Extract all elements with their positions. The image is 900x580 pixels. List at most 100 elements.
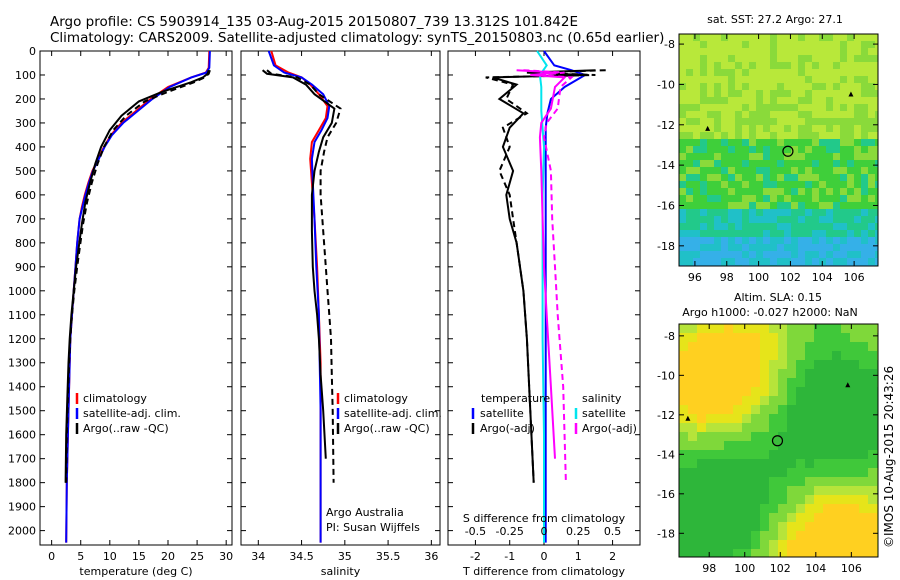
sst-map-cell bbox=[735, 188, 743, 196]
sst-map-cell bbox=[707, 230, 715, 238]
sst-map-cell bbox=[693, 223, 701, 231]
sst-map-cell bbox=[791, 69, 799, 77]
sla-map-cell bbox=[778, 549, 788, 558]
sla-map-cell bbox=[805, 369, 815, 379]
sst-map-cell bbox=[805, 62, 813, 70]
sst-map-cell bbox=[798, 181, 806, 189]
sst-map-cell bbox=[826, 104, 834, 112]
sla-map-cell bbox=[841, 486, 851, 496]
sst-map-cell bbox=[812, 195, 820, 203]
sst-map-cell bbox=[868, 195, 876, 203]
sst-map-cell bbox=[868, 237, 876, 245]
sst-map-cell bbox=[686, 69, 694, 77]
sla-map-cell bbox=[760, 396, 770, 406]
sst-map-cell bbox=[770, 62, 778, 70]
sla-map-cell bbox=[814, 387, 824, 397]
sst-map-cell bbox=[805, 146, 813, 154]
sst-map-cell bbox=[777, 216, 785, 224]
sst-map-cell bbox=[826, 251, 834, 259]
sla-map-cell bbox=[760, 342, 770, 352]
sst-map-cell bbox=[826, 132, 834, 140]
sla-map-cell bbox=[724, 414, 734, 424]
sla-map-cell bbox=[742, 486, 752, 496]
sst-map-cell bbox=[728, 258, 736, 266]
diff-salinity-series-line bbox=[516, 69, 567, 459]
diff-legend-label: satellite bbox=[480, 407, 524, 420]
sla-map-cell bbox=[841, 387, 851, 397]
sla-map-cell bbox=[787, 378, 797, 388]
sst-map-cell bbox=[819, 125, 827, 133]
sla-map-cell bbox=[679, 351, 689, 361]
sst-map-x-tick-label: 104 bbox=[812, 271, 833, 284]
sla-map-cell bbox=[751, 387, 761, 397]
sla-map-cell bbox=[742, 513, 752, 523]
sst-map-cell bbox=[819, 139, 827, 147]
sst-map-cell bbox=[819, 146, 827, 154]
sla-map-cell bbox=[679, 531, 689, 541]
sst-map-cell bbox=[770, 237, 778, 245]
sst-map-cell bbox=[721, 146, 729, 154]
sla-map-cell bbox=[805, 450, 815, 460]
sla-map-cell bbox=[868, 414, 878, 424]
sla-map-cell bbox=[715, 333, 725, 343]
sla-map-cell bbox=[724, 531, 734, 541]
sst-map-cell bbox=[861, 83, 869, 91]
sla-map-cell bbox=[868, 324, 878, 334]
depth-tick-label: 800 bbox=[15, 237, 36, 250]
temp-legend-label: satellite-adj. clim. bbox=[83, 407, 181, 420]
sst-map-cell bbox=[805, 223, 813, 231]
sst-map-cell bbox=[791, 237, 799, 245]
sla-map-cell bbox=[724, 549, 734, 558]
sst-map-cell bbox=[868, 258, 876, 266]
sst-map-cell bbox=[819, 97, 827, 105]
sla-map-cell bbox=[850, 540, 860, 550]
sst-map-cell bbox=[728, 244, 736, 252]
sst-map-cell bbox=[875, 104, 879, 112]
sla-map-cell bbox=[805, 486, 815, 496]
sst-map-cell bbox=[728, 132, 736, 140]
sst-map-cell bbox=[875, 55, 879, 63]
sst-map-cell bbox=[812, 167, 820, 175]
sla-map-cell bbox=[724, 333, 734, 343]
sst-map-cell bbox=[756, 174, 764, 182]
sst-map-cell bbox=[693, 90, 701, 98]
sst-map-cell bbox=[721, 90, 729, 98]
sla-map-cell bbox=[760, 324, 770, 334]
sst-map-cell bbox=[686, 41, 694, 49]
sst-map-cell bbox=[777, 251, 785, 259]
sal-x-tick-label: 35.5 bbox=[376, 550, 401, 563]
sla-map-cell bbox=[841, 324, 851, 334]
sla-map-cell bbox=[841, 378, 851, 388]
sst-map-cell bbox=[714, 153, 722, 161]
sst-map-cell bbox=[826, 62, 834, 70]
sst-map-cell bbox=[693, 160, 701, 168]
sla-map-cell bbox=[742, 450, 752, 460]
sst-map-cell bbox=[868, 230, 876, 238]
depth-tick-label: 1600 bbox=[8, 429, 36, 442]
sst-map-cell bbox=[854, 97, 862, 105]
sst-map-cell bbox=[686, 104, 694, 112]
sla-map-cell bbox=[868, 351, 878, 361]
sla-map-cell bbox=[823, 324, 833, 334]
sst-map-cell bbox=[812, 202, 820, 210]
sst-map-cell bbox=[742, 209, 750, 217]
sst-map-cell bbox=[693, 195, 701, 203]
sla-map-cell bbox=[715, 468, 725, 478]
sst-map-cell bbox=[721, 139, 729, 147]
sst-map-cell bbox=[819, 132, 827, 140]
sla-map-cell bbox=[805, 459, 815, 469]
sla-map-cell bbox=[697, 360, 707, 370]
sst-map-cell bbox=[819, 153, 827, 161]
sst-map-cell bbox=[854, 146, 862, 154]
sla-map-cell bbox=[778, 450, 788, 460]
sst-map-cell bbox=[686, 97, 694, 105]
sst-map-cell bbox=[686, 132, 694, 140]
sla-map-cell bbox=[679, 423, 689, 433]
sst-map-cell bbox=[840, 48, 848, 56]
sla-map-cell bbox=[679, 378, 689, 388]
sla-map-cell bbox=[805, 468, 815, 478]
sla-map-cell bbox=[823, 504, 833, 514]
sst-map-cell bbox=[798, 69, 806, 77]
sla-map-cell bbox=[823, 378, 833, 388]
sla-map-cell bbox=[688, 405, 698, 415]
